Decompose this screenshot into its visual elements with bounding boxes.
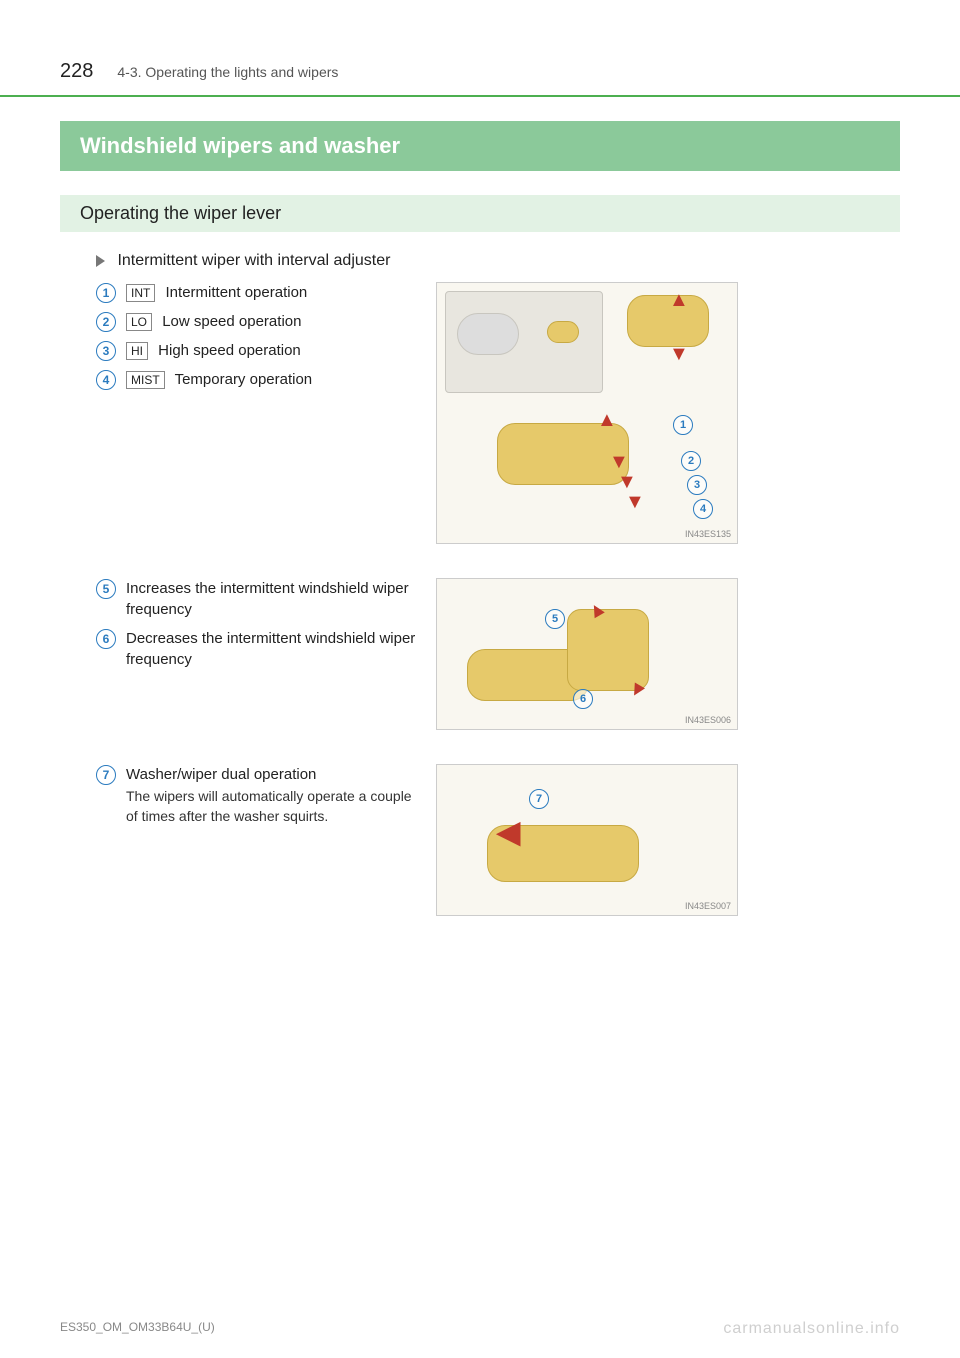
figure-id: IN43ES007 [685,901,731,911]
title-bar: Windshield wipers and washer [60,121,900,171]
page-number: 228 [60,60,93,83]
chapter-label: 4-3. Operating the lights and wipers [117,64,338,80]
arrow-up-icon: ▲ [669,289,689,312]
list-item: 7 Washer/wiper dual operation The wipers… [96,764,416,826]
mode-label: HI [126,342,148,361]
arrow-up-icon: ▲ [597,409,617,432]
callout-number: 3 [687,475,707,495]
figure-lever-positions: ▲ ▼ ▲ ▼ ▼ ▼ 1 2 3 4 IN43ES135 [436,282,738,544]
intro-text: Intermittent wiper with interval adjuste… [117,252,390,269]
list-item: 6 Decreases the intermittent windshield … [96,628,416,670]
mode-label: INT [126,284,155,303]
callout-number: 5 [545,609,565,629]
figure-washer-pull: ◀ 7 IN43ES007 [436,764,738,916]
figure-interval-adjust: ▲ ▼ 5 6 IN43ES006 [436,578,738,730]
mode-label: LO [126,313,152,332]
item-number: 3 [96,341,116,361]
item-number: 5 [96,579,116,599]
list-item: 2 LO Low speed operation [96,311,416,332]
mode-label: MIST [126,371,165,390]
figure-id: IN43ES135 [685,529,731,539]
arrow-down-icon: ▼ [669,343,689,366]
arrow-pull-icon: ◀ [497,815,520,850]
list-item: 3 HI High speed operation [96,340,416,361]
item-number: 6 [96,629,116,649]
item-number: 7 [96,765,116,785]
list-item: 5 Increases the intermittent windshield … [96,578,416,620]
callout-number: 7 [529,789,549,809]
figure-id: IN43ES006 [685,715,731,725]
callout-number: 2 [681,451,701,471]
item-note: The wipers will automatically operate a … [126,787,416,826]
arrow-down-icon: ▼ [625,491,645,514]
item-label: Low speed operation [162,313,301,330]
callout-number: 4 [693,499,713,519]
callout-number: 1 [673,415,693,435]
subtitle-bar: Operating the wiper lever [60,195,900,232]
list-item: 1 INT Intermittent operation [96,282,416,303]
item-number: 1 [96,283,116,303]
list-item: 4 MIST Temporary operation [96,369,416,390]
item-number: 2 [96,312,116,332]
watermark: carmanualsonline.info [723,1320,900,1338]
item-label: Washer/wiper dual operation [126,766,316,783]
doc-reference: ES350_OM_OM33B64U_(U) [60,1320,215,1338]
item-label: Temporary operation [175,371,313,388]
item-label: Intermittent operation [166,284,308,301]
intro-line: Intermittent wiper with interval adjuste… [96,252,900,270]
triangle-icon [96,255,105,267]
item-number: 4 [96,370,116,390]
item-label: Increases the intermittent windshield wi… [126,578,416,620]
item-label: High speed operation [158,342,301,359]
item-label: Decreases the intermittent windshield wi… [126,628,416,670]
callout-number: 6 [573,689,593,709]
header-rule [0,95,960,97]
